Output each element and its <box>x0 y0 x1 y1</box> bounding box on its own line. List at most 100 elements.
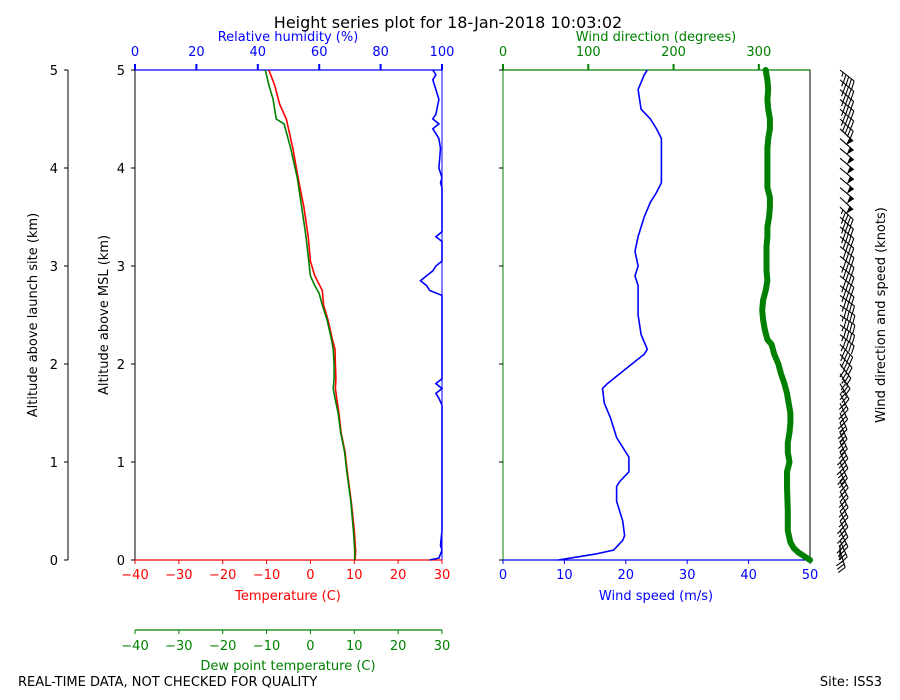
humidity-axis-label: Relative humidity (%) <box>218 30 359 45</box>
temperature-tick-label: −40 <box>121 568 148 583</box>
wind-barb-full-flag <box>845 76 850 86</box>
temperature-tick-label: 10 <box>346 568 363 583</box>
temperature-tick-label: 20 <box>390 568 407 583</box>
wind-barb-full-flag <box>850 238 855 247</box>
wind-barb-full-flag <box>843 375 850 384</box>
wind-barb-full-flag <box>839 425 847 433</box>
wind-barb-full-flag <box>850 287 855 296</box>
wind-barb-full-flag <box>848 333 853 342</box>
humidity-tick-label: 80 <box>372 45 389 60</box>
wind-barb-full-flag <box>846 331 850 340</box>
wind-barb-full-flag <box>847 88 852 98</box>
wind-barb-full-flag <box>840 556 848 564</box>
wind-barb-half-flag <box>841 336 844 342</box>
wind-barb-full-flag <box>843 299 847 309</box>
wind-barb-full-flag <box>842 94 847 103</box>
wind-barb-full-flag <box>842 362 848 371</box>
msl-altitude-axis-label: Altitude above MSL (km) <box>97 235 112 395</box>
wind-lines <box>558 67 813 563</box>
wind-barb-full-flag <box>848 294 852 304</box>
wind-speed-tick-label: 10 <box>556 568 573 583</box>
wind-barb-full-flag <box>850 267 855 276</box>
wind-barb-full-flag <box>840 543 847 551</box>
wind-barb-full-flag <box>840 438 848 446</box>
humidity-tick-label: 20 <box>188 45 205 60</box>
wind-barb-full-flag <box>841 516 849 524</box>
wind-barb-full-flag <box>845 253 850 262</box>
wind-barb-full-flag <box>840 533 847 541</box>
wind-barb-full-flag <box>841 487 849 495</box>
wind-barb-axis-label: Wind direction and speed (knots) <box>874 207 889 423</box>
wind-barb <box>839 79 855 100</box>
wind-barb-full-flag <box>848 78 852 88</box>
wind-barb-full-flag <box>850 277 855 286</box>
wind-barb <box>838 393 849 417</box>
wind-barb <box>839 353 853 376</box>
dewpoint-line <box>264 69 356 560</box>
temperature-line <box>268 69 357 561</box>
wind-barb-full-flag <box>839 474 847 482</box>
wind-barb-full-flag <box>840 359 846 368</box>
wind-barb-half-flag <box>841 111 844 117</box>
wind-barb <box>839 177 855 194</box>
launch-altitude-tick-label: 0 <box>50 554 58 569</box>
launch-altitude-tick-label: 4 <box>50 162 58 177</box>
wind-barb-full-flag <box>841 458 849 466</box>
wind-barb-full-flag <box>844 388 851 397</box>
wind-barb-full-flag <box>843 351 849 361</box>
wind-barb-full-flag <box>841 497 849 505</box>
wind-barb-full-flag <box>850 257 855 267</box>
wind-barb-half-flag <box>840 389 845 394</box>
wind-direction-axis-label: Wind direction (degrees) <box>576 30 736 45</box>
msl-altitude-tick-label: 3 <box>117 260 125 275</box>
wind-panel: 0 10 20 30 40 50 0 100 200 300 Wind direction (de… <box>499 30 889 604</box>
humidity-line <box>419 69 444 561</box>
wind-speed-line <box>558 69 663 561</box>
wind-barb-full-flag <box>845 364 851 373</box>
wind-speed-tick-label: 30 <box>679 568 696 583</box>
wind-barb-full-flag <box>850 345 855 355</box>
wind-barb-full-flag <box>839 445 847 453</box>
wind-barb-full-flag <box>840 494 847 502</box>
wind-barb-full-flag <box>850 110 855 120</box>
temperature-tick-label: −10 <box>253 568 280 583</box>
wind-barb-pennant <box>846 147 854 155</box>
wind-barb-full-flag <box>840 523 847 531</box>
wind-barb-full-flag <box>847 245 852 255</box>
wind-barb-full-flag <box>845 86 849 96</box>
wind-speed-tick-label: 50 <box>802 568 819 583</box>
wind-barb-full-flag <box>841 468 849 475</box>
wind-barb-full-flag <box>841 123 846 133</box>
wind-barb-full-flag <box>836 563 845 570</box>
wind-barb-full-flag <box>849 219 854 228</box>
wind-barb-pennant <box>846 186 854 194</box>
wind-barb-full-flag <box>842 104 847 113</box>
temperature-tick-label: −30 <box>165 568 192 583</box>
wind-barb-full-flag <box>843 319 847 328</box>
wind-barb-full-flag <box>844 214 849 223</box>
wind-barb-full-flag <box>843 398 850 407</box>
dewpoint-tick-label: 20 <box>390 639 407 654</box>
msl-altitude-tick-label: 2 <box>117 358 125 373</box>
wind-barb-full-flag <box>851 305 855 315</box>
launch-altitude-tick-label: 1 <box>50 456 58 471</box>
wind-barb-full-flag <box>842 385 849 394</box>
wind-barb-pennant <box>846 156 854 165</box>
wind-barb-pennant <box>846 195 854 204</box>
wind-barb-full-flag <box>848 343 852 352</box>
humidity-tick-label: 0 <box>131 45 139 60</box>
wind-barb-full-flag <box>840 503 847 511</box>
wind-barb-half-flag <box>840 356 844 362</box>
wind-barb-full-flag <box>841 349 846 358</box>
wind-barb-full-flag <box>840 464 847 472</box>
wind-barb-full-flag <box>840 478 848 485</box>
wind-barb-full-flag <box>843 329 847 338</box>
wind-barb-full-flag <box>852 315 856 324</box>
wind-barb-full-flag <box>838 402 846 410</box>
wind-speed-tick-label: 20 <box>618 568 635 583</box>
wind-barb-full-flag <box>837 478 844 486</box>
wind-barb-full-flag <box>845 262 850 272</box>
wind-speed-tick-label: 40 <box>740 568 757 583</box>
wind-barb <box>839 98 855 120</box>
